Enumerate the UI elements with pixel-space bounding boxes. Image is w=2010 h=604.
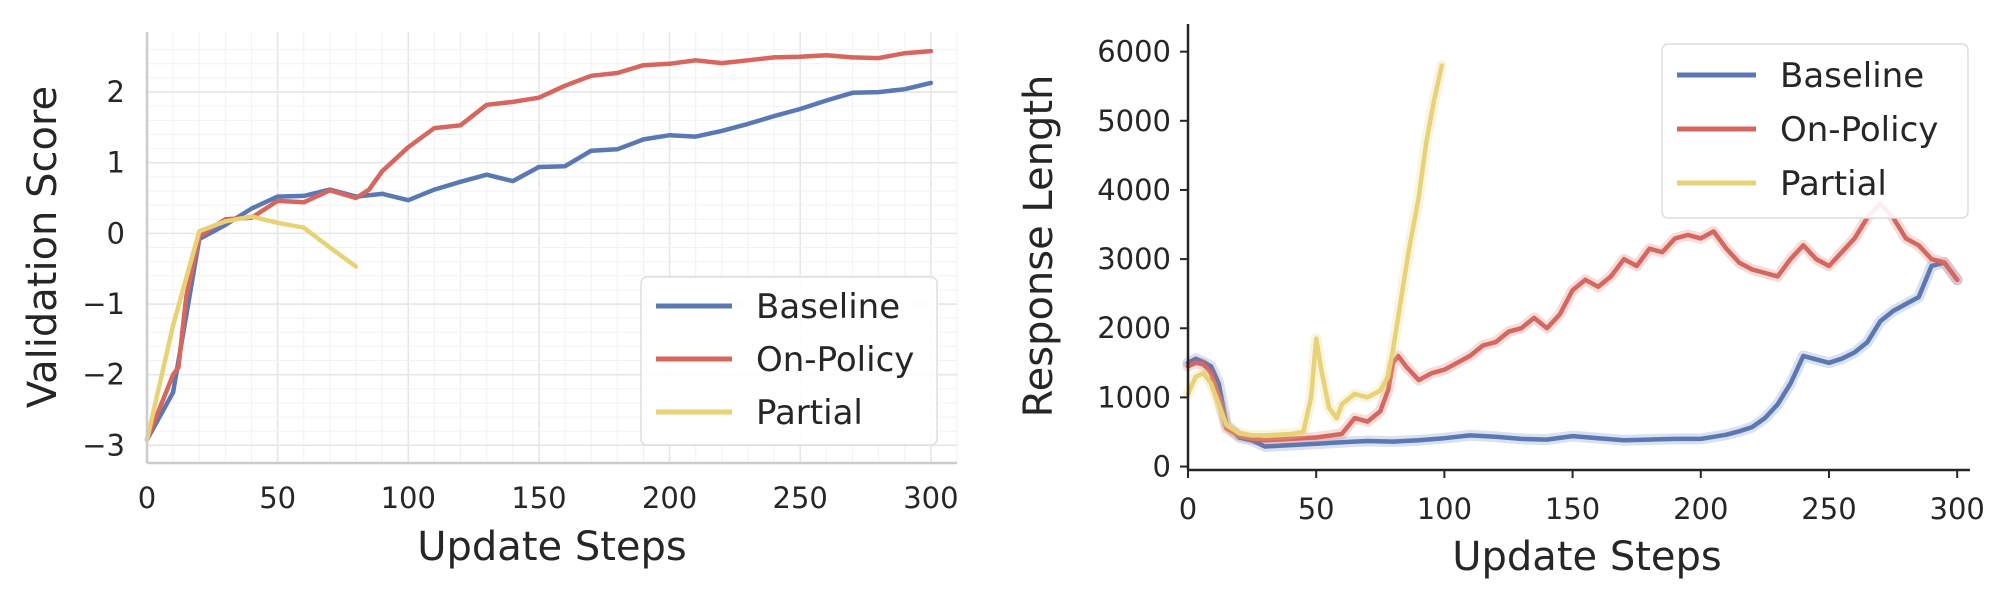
x-tick-label: 200 — [642, 481, 697, 515]
x-tick-label: 150 — [1545, 492, 1600, 526]
right-series-lines — [1182, 60, 1963, 452]
left-x-ticks: 0 50 100 150 200 250 300 — [138, 481, 959, 515]
left-y-ticks: −3 −2 −1 0 1 2 — [82, 75, 125, 462]
x-tick-label: 300 — [903, 481, 958, 515]
y-tick-label: 0 — [107, 216, 125, 250]
right-legend-label-partial: Partial — [1780, 164, 1887, 204]
y-tick-label: 2000 — [1097, 311, 1171, 345]
x-tick-label: 100 — [381, 481, 436, 515]
right-legend-label-baseline: Baseline — [1780, 56, 1924, 96]
series-line-on-policy — [1185, 201, 1960, 443]
left-legend-label-baseline: Baseline — [756, 287, 900, 327]
y-tick-label: 6000 — [1097, 35, 1171, 69]
x-tick-label: 150 — [511, 481, 566, 515]
x-tick-label: 250 — [1801, 492, 1856, 526]
x-tick-label: 50 — [259, 481, 296, 515]
left-legend-label-on-policy: On-Policy — [756, 340, 914, 380]
left-legend: Baseline On-Policy Partial — [640, 276, 938, 446]
y-tick-label: 2 — [107, 75, 125, 109]
x-tick-label: 0 — [138, 481, 156, 515]
series-band-on-policy — [1182, 198, 1963, 446]
response-length-chart: 0 50 100 150 200 250 300 0 1000 2000 3000 4000 5000… — [1016, 24, 1985, 580]
left-series-lines — [144, 48, 934, 442]
x-tick-label: 300 — [1930, 492, 1985, 526]
right-legend-box — [1661, 43, 1969, 219]
left-legend-box — [640, 276, 938, 446]
right-y-axis-label: Response Length — [1016, 75, 1062, 418]
series-line-partial — [144, 214, 359, 442]
series-line-baseline — [144, 80, 934, 442]
y-tick-label: 3000 — [1097, 242, 1171, 276]
right-x-axis-label: Update Steps — [1452, 534, 1722, 580]
series-line-partial — [1185, 63, 1445, 438]
validation-score-chart: 0 50 100 150 200 250 300 −3 −2 −1 0 1 2 Update Step… — [20, 32, 959, 570]
right-y-ticks: 0 1000 2000 3000 4000 5000 6000 — [1097, 35, 1188, 484]
left-y-axis-label: Validation Score — [20, 86, 66, 408]
x-tick-label: 0 — [1179, 492, 1197, 526]
left-legend-label-partial: Partial — [756, 393, 863, 433]
y-tick-label: −2 — [82, 358, 125, 392]
y-tick-label: 4000 — [1097, 173, 1171, 207]
right-x-ticks: 0 50 100 150 200 250 300 — [1179, 470, 1985, 526]
y-tick-label: −1 — [82, 287, 125, 321]
x-tick-label: 200 — [1673, 492, 1728, 526]
y-tick-label: 5000 — [1097, 104, 1171, 138]
y-tick-label: −3 — [82, 428, 125, 462]
y-tick-label: 1 — [107, 146, 125, 180]
left-x-axis-label: Update Steps — [417, 524, 687, 570]
x-tick-label: 100 — [1417, 492, 1472, 526]
series-band-partial — [1182, 60, 1448, 441]
x-tick-label: 50 — [1298, 492, 1335, 526]
y-tick-label: 1000 — [1097, 380, 1171, 414]
right-legend: Baseline On-Policy Partial — [1661, 43, 1969, 219]
y-tick-label: 0 — [1153, 450, 1171, 484]
series-line-baseline — [1185, 260, 1960, 449]
x-tick-label: 250 — [773, 481, 828, 515]
right-legend-label-on-policy: On-Policy — [1780, 110, 1938, 150]
